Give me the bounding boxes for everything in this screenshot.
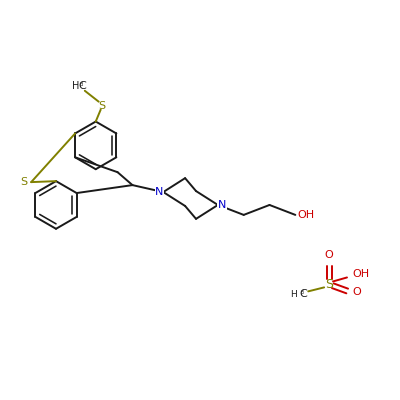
- Text: OH: OH: [352, 270, 370, 280]
- Text: N: N: [218, 200, 226, 210]
- Text: S: S: [98, 101, 105, 111]
- Text: S: S: [21, 177, 28, 187]
- Text: C: C: [300, 289, 307, 299]
- Text: $_3$: $_3$: [79, 80, 84, 89]
- Text: H: H: [72, 81, 80, 91]
- Text: $_3$: $_3$: [300, 289, 305, 297]
- Text: O: O: [325, 250, 334, 260]
- Text: S: S: [325, 278, 333, 291]
- Text: N: N: [155, 187, 164, 197]
- Text: C: C: [78, 81, 86, 91]
- Text: O: O: [352, 287, 361, 297]
- Text: H: H: [290, 290, 297, 299]
- Text: OH: OH: [298, 210, 315, 220]
